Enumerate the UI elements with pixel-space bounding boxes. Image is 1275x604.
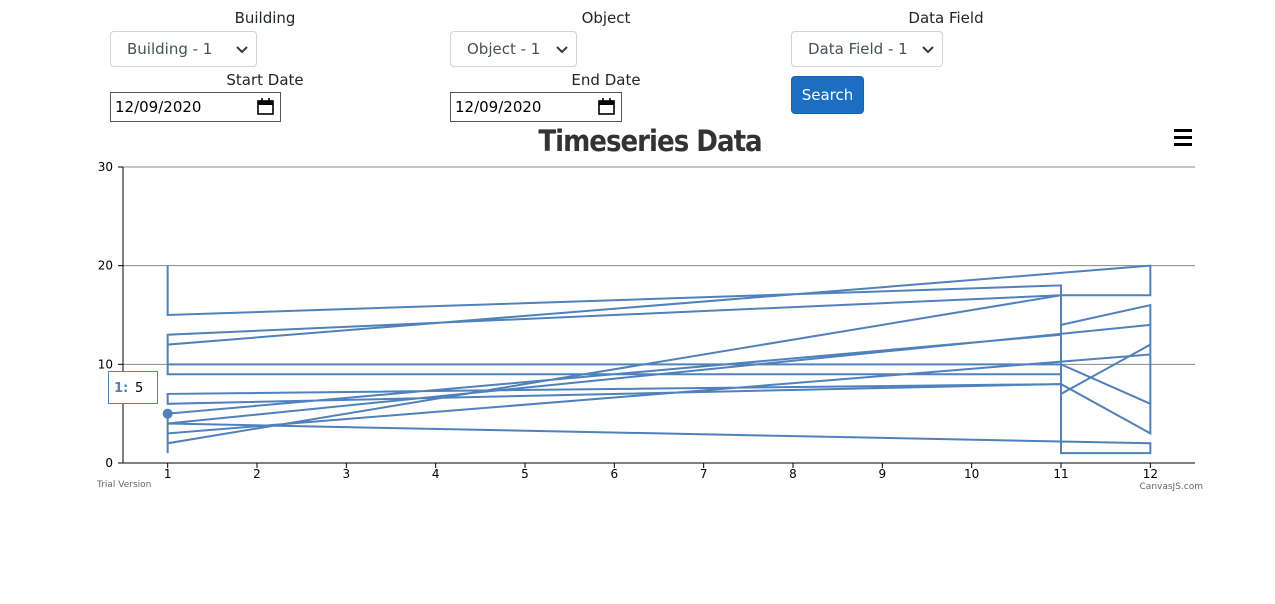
select-value: Data Field - 1 [808, 40, 908, 58]
x-tick-label: 6 [611, 467, 619, 481]
menu-bar [1174, 129, 1192, 132]
end-date-input[interactable]: 12/09/2020 [450, 92, 622, 122]
select-value: Object - 1 [467, 40, 541, 58]
line-series [166, 264, 1152, 455]
x-tick-label: 11 [1053, 467, 1068, 481]
field-label: Data Field [908, 9, 984, 27]
tooltip-value: 5 [135, 381, 143, 396]
x-tick-label: 7 [700, 467, 708, 481]
highlight-point [162, 408, 173, 419]
menu-bar [1174, 143, 1192, 146]
x-tick-label: 12 [1143, 467, 1158, 481]
object-select[interactable]: Object - 1 [450, 31, 577, 67]
credit-right: CanvasJS.com [1140, 482, 1203, 492]
search-button[interactable]: Search [791, 76, 864, 114]
x-tick-label: 10 [964, 467, 979, 481]
chart-title: Timeseries Data [538, 124, 761, 158]
date-value: 12/09/2020 [115, 98, 202, 116]
field-label: Start Date [226, 71, 304, 89]
menu-bar [1174, 136, 1192, 139]
field-label: Object [581, 9, 631, 27]
data-field-select[interactable]: Data Field - 1 [791, 31, 943, 67]
building-select[interactable]: Building - 1 [110, 31, 257, 67]
start-date-input[interactable]: 12/09/2020 [110, 92, 281, 122]
y-tick-label: 10 [98, 357, 113, 371]
select-value: Building - 1 [127, 40, 213, 58]
date-value: 12/09/2020 [455, 98, 542, 116]
x-tick-label: 9 [879, 467, 887, 481]
tooltip-box [108, 371, 158, 404]
x-tick-label: 2 [253, 467, 261, 481]
field-label: Building [234, 9, 296, 27]
x-tick-label: 1 [164, 467, 172, 481]
tooltip-label: 1: [114, 381, 128, 396]
field-label: End Date [571, 71, 641, 89]
y-tick-label: 30 [98, 160, 113, 174]
x-tick-label: 5 [521, 467, 529, 481]
y-tick-label: 20 [98, 259, 113, 273]
y-tick-label: 0 [105, 456, 113, 470]
x-tick-label: 4 [432, 467, 440, 481]
credit-left: Trial Version [96, 480, 151, 490]
menu-icon[interactable] [1174, 129, 1192, 146]
x-tick-label: 3 [343, 467, 351, 481]
x-tick-label: 8 [789, 467, 797, 481]
